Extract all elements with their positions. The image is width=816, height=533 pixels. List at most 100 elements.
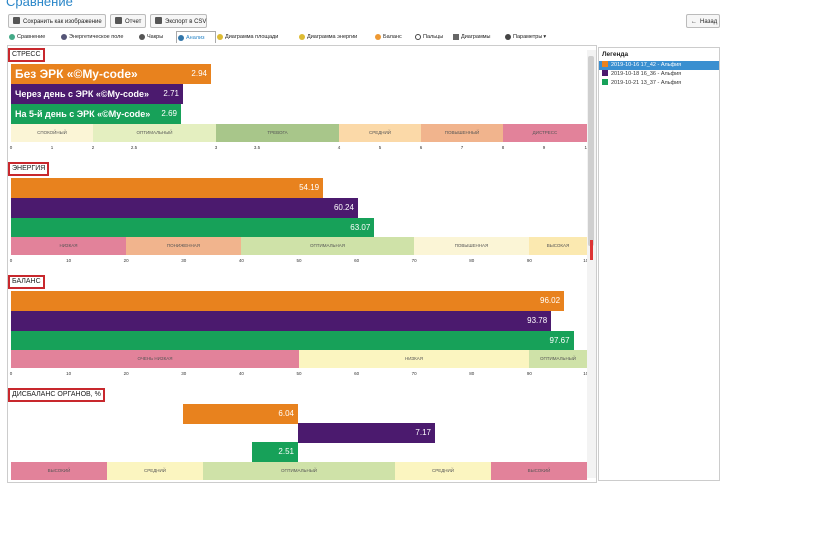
chakra-icon <box>139 34 145 40</box>
report-button[interactable]: Отчет <box>110 14 146 28</box>
scale-zone: ВЫСОКИЙ <box>491 462 587 480</box>
axis-tick-label: 20 <box>123 258 129 263</box>
scale-zone: ОЧЕНЬ НИЗКАЯ <box>11 350 299 368</box>
axis-tick-label: 50 <box>296 258 302 263</box>
legend-item[interactable]: 2019-10-16 17_42 - Альфия <box>599 61 719 70</box>
axis-tick-label: 7 <box>460 145 464 150</box>
legend-swatch <box>602 61 608 67</box>
save-image-button[interactable]: Сохранить как изображение <box>8 14 106 28</box>
axis-tick-label: 40 <box>238 258 244 263</box>
scale-zone: ОПТИМАЛЬНЫЙ <box>93 124 216 142</box>
area-chart-icon <box>217 34 223 40</box>
tab-analysis[interactable]: Анализ <box>176 31 216 43</box>
legend-item[interactable]: 2019-10-21 13_37 - Альфия <box>599 79 719 88</box>
axis-tick-label: 60 <box>354 371 360 376</box>
print-icon <box>155 17 162 24</box>
tab-compare[interactable]: Сравнение <box>8 31 60 43</box>
image-icon <box>13 17 20 24</box>
axis-tick-label: 80 <box>469 258 475 263</box>
axis-tick-label: 8 <box>501 145 505 150</box>
section-title: ДИСБАЛАНС ОРГАНОВ, % <box>8 388 105 402</box>
axis-tick-label: 10 <box>66 371 72 376</box>
axis-tick-label: 0 <box>9 145 13 150</box>
axis-tick-label: 5 <box>378 145 382 150</box>
scale-zone: НИЗКАЯ <box>299 350 529 368</box>
section-title: БАЛАНС <box>8 275 45 289</box>
back-button[interactable]: ← Назад <box>686 14 720 28</box>
bar-caption: Через день с ЭРК «©My-code» <box>15 89 150 99</box>
data-label: 7.17 <box>415 428 431 437</box>
scale-zone: ПОНИЖЕННАЯ <box>126 237 241 255</box>
axis-tick-label: 1 <box>50 145 54 150</box>
scale-zone: ОПТИМАЛЬНЫЙ <box>529 350 587 368</box>
axis-tick-label: 80 <box>469 371 475 376</box>
fingers-icon <box>415 34 421 40</box>
scale-zone: ПОВЫШЕННЫЙ <box>421 124 503 142</box>
data-label: 96.02 <box>540 296 561 305</box>
data-label: 6.04 <box>278 409 294 418</box>
axis-tick-label: 10 <box>66 258 72 263</box>
chevron-down-icon: ▾ <box>543 34 547 40</box>
axis-tick-label: 70 <box>411 371 417 376</box>
scale-zone: СРЕДНИЙ <box>339 124 421 142</box>
legend-panel: Легенда 2019-10-16 17_42 - Альфия 2019-1… <box>598 47 720 481</box>
axis-tick-label: 2.5 <box>130 145 138 150</box>
print-icon <box>115 17 122 24</box>
tab-energy-chart[interactable]: Диаграмма энергии <box>298 31 374 43</box>
legend-item[interactable]: 2019-10-18 16_36 - Альфия <box>599 70 719 79</box>
settings-icon <box>505 34 511 40</box>
bar: 7.17 <box>298 423 435 443</box>
tab-balance[interactable]: Баланс <box>374 31 414 43</box>
axis-tick-label: 0 <box>9 371 13 376</box>
diagram-icon <box>453 34 459 40</box>
data-label: 97.67 <box>549 336 570 345</box>
balance-icon <box>375 34 381 40</box>
bar: 63.07 <box>11 218 375 238</box>
scale-zone: НИЗКАЯ <box>11 237 126 255</box>
scale-zone: СПОКОЙНЫЙ <box>11 124 93 142</box>
axis-tick-label: 6 <box>419 145 423 150</box>
legend-title: Легенда <box>602 51 629 58</box>
scale-zone: ОПТИМАЛЬНАЯ <box>241 237 414 255</box>
bar: 2.51 <box>252 442 298 462</box>
export-csv-button[interactable]: Экспорт в CSV <box>150 14 207 28</box>
scale-zone: СРЕДНИЙ <box>107 462 203 480</box>
analysis-panel: СТРЕСС Без ЭРК «©My-code» 2.94 Через день с… <box>7 45 597 483</box>
axis-tick-label: 30 <box>181 258 187 263</box>
page-title: Сравнение <box>6 0 73 9</box>
bar-caption: На 5-й день с ЭРК «©My-code» <box>15 109 151 119</box>
data-label: 2.71 <box>163 89 179 98</box>
tab-fingers[interactable]: Пальцы <box>414 31 452 43</box>
legend-swatch <box>602 70 608 76</box>
data-label: 63.07 <box>350 223 371 232</box>
energy-chart-icon <box>299 34 305 40</box>
scale-zone: ВЫСОКИЙ <box>11 462 107 480</box>
scale-zone: ПОВЫШЕННАЯ <box>414 237 529 255</box>
tab-energy-field[interactable]: Энергетическое поле <box>60 31 138 43</box>
tab-parameters[interactable]: Параметры▾ <box>504 31 548 43</box>
bar-caption: Без ЭРК «©My-code» <box>15 67 138 81</box>
vertical-scrollbar[interactable] <box>587 50 596 478</box>
tab-area-chart[interactable]: Диаграмма площади <box>216 31 298 43</box>
scale-zone: ДИСТРЕСС <box>503 124 587 142</box>
bar: На 5-й день с ЭРК «©My-code» 2.69 <box>11 104 181 124</box>
axis-tick-label: 0 <box>9 258 13 263</box>
axis-tick-label: 40 <box>238 371 244 376</box>
axis-tick-label: 3 <box>214 145 218 150</box>
data-label: 2.69 <box>161 109 177 118</box>
data-label: 2.94 <box>191 69 207 78</box>
tab-bar: Сравнение Энергетическое поле Чакры Анал… <box>8 31 548 43</box>
data-label: 93.78 <box>527 316 548 325</box>
axis-tick-label: 20 <box>123 371 129 376</box>
tab-chakras[interactable]: Чакры <box>138 31 176 43</box>
data-label: 60.24 <box>333 203 354 212</box>
scrollbar-thumb[interactable] <box>588 56 594 246</box>
section-title: ЭНЕРГИЯ <box>8 162 50 176</box>
scroll-position-marker <box>590 240 593 260</box>
axis-tick-label: 2 <box>91 145 95 150</box>
axis-tick-label: 70 <box>411 258 417 263</box>
tab-diagrams[interactable]: Диаграммы <box>452 31 504 43</box>
scale-zone: ОПТИМАЛЬНЫЙ <box>203 462 395 480</box>
section-title: СТРЕСС <box>8 48 45 62</box>
bar: 6.04 <box>183 404 298 424</box>
